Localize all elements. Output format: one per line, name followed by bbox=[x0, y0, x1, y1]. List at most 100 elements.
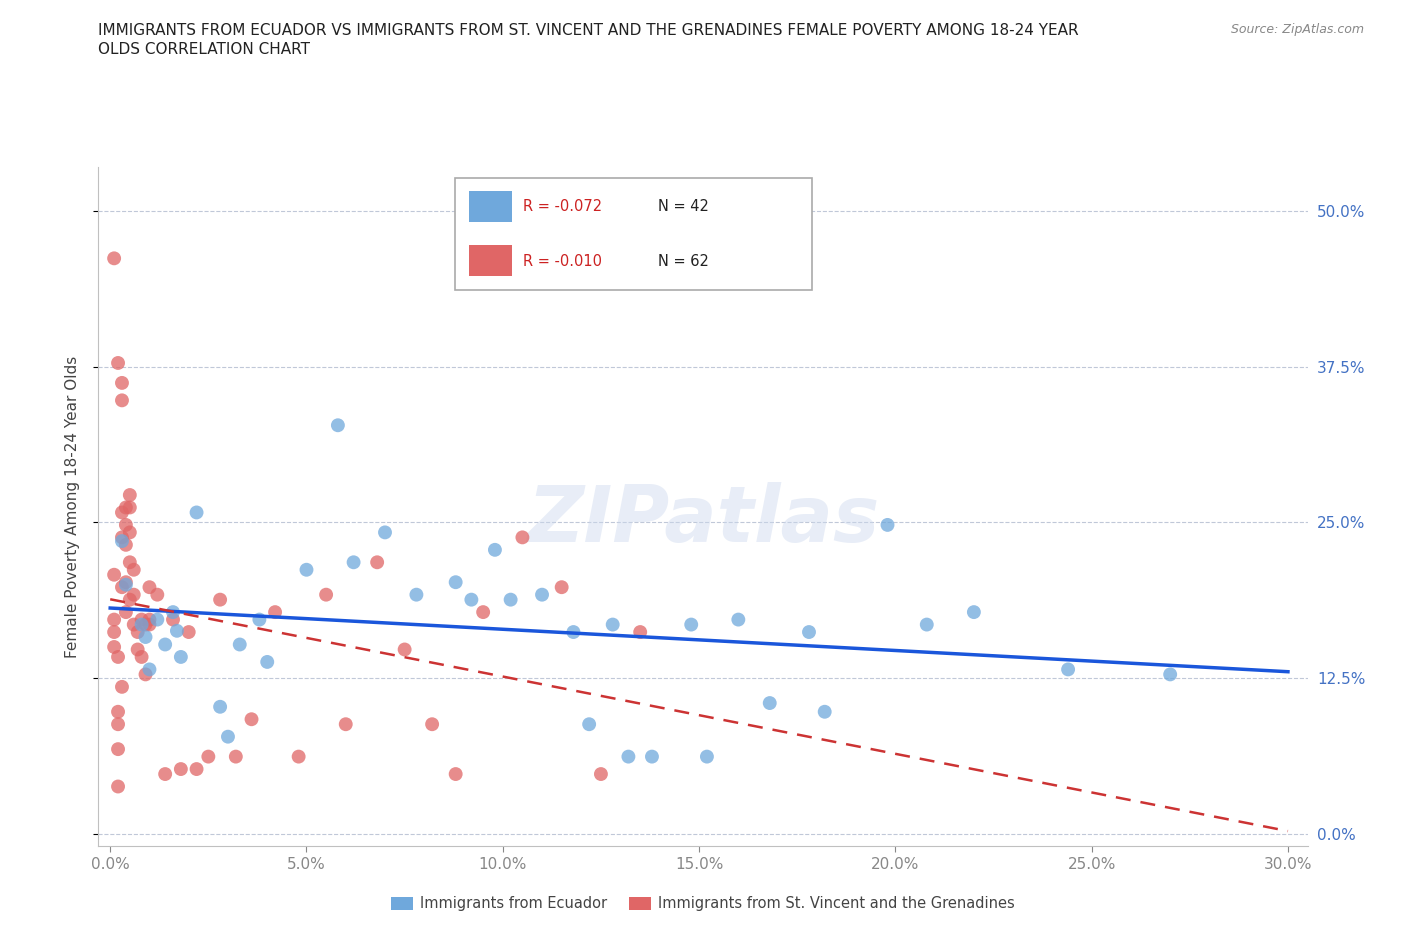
Point bbox=[264, 604, 287, 619]
Point bbox=[681, 618, 703, 632]
Point bbox=[111, 680, 134, 695]
Point bbox=[460, 592, 482, 607]
Point bbox=[138, 612, 160, 627]
Point bbox=[138, 579, 160, 594]
Point bbox=[107, 742, 129, 757]
Point bbox=[118, 525, 141, 539]
Point bbox=[186, 505, 208, 520]
Point bbox=[115, 517, 138, 532]
Point bbox=[240, 711, 263, 726]
Point bbox=[727, 612, 749, 627]
Point bbox=[103, 625, 125, 640]
Point bbox=[111, 392, 134, 407]
Point bbox=[103, 640, 125, 655]
Point bbox=[122, 618, 145, 632]
Point bbox=[484, 542, 506, 557]
Point bbox=[394, 642, 416, 657]
Point bbox=[107, 704, 129, 719]
Point bbox=[166, 623, 188, 638]
Point bbox=[118, 500, 141, 515]
Point bbox=[162, 604, 184, 619]
Point bbox=[444, 575, 467, 590]
Point bbox=[531, 587, 554, 602]
Point bbox=[628, 625, 651, 640]
Point bbox=[111, 579, 134, 594]
Point bbox=[287, 750, 309, 764]
Point bbox=[170, 649, 193, 664]
Point bbox=[256, 655, 278, 670]
Point bbox=[797, 625, 820, 640]
Point bbox=[135, 618, 157, 632]
Point bbox=[374, 525, 396, 539]
Point bbox=[617, 750, 640, 764]
Point bbox=[146, 612, 169, 627]
Point bbox=[111, 376, 134, 391]
Point bbox=[103, 612, 125, 627]
Point bbox=[229, 637, 252, 652]
Point bbox=[107, 649, 129, 664]
Point bbox=[602, 618, 624, 632]
Point bbox=[103, 567, 125, 582]
Point bbox=[127, 642, 149, 657]
Point bbox=[118, 487, 141, 502]
Text: OLDS CORRELATION CHART: OLDS CORRELATION CHART bbox=[98, 42, 311, 57]
Point bbox=[247, 612, 270, 627]
Point bbox=[177, 625, 200, 640]
Text: Source: ZipAtlas.com: Source: ZipAtlas.com bbox=[1230, 23, 1364, 36]
Point bbox=[153, 637, 176, 652]
Point bbox=[915, 618, 938, 632]
Point bbox=[107, 779, 129, 794]
Point bbox=[111, 505, 134, 520]
Legend: Immigrants from Ecuador, Immigrants from St. Vincent and the Grenadines: Immigrants from Ecuador, Immigrants from… bbox=[385, 890, 1021, 917]
Point bbox=[342, 555, 364, 570]
Point bbox=[131, 612, 153, 627]
Text: IMMIGRANTS FROM ECUADOR VS IMMIGRANTS FROM ST. VINCENT AND THE GRENADINES FEMALE: IMMIGRANTS FROM ECUADOR VS IMMIGRANTS FR… bbox=[98, 23, 1078, 38]
Point bbox=[696, 750, 718, 764]
Point bbox=[135, 667, 157, 682]
Point bbox=[118, 555, 141, 570]
Point bbox=[146, 587, 169, 602]
Point bbox=[111, 534, 134, 549]
Point bbox=[162, 612, 184, 627]
Point bbox=[115, 578, 138, 592]
Point bbox=[472, 604, 495, 619]
Point bbox=[131, 649, 153, 664]
Point bbox=[115, 500, 138, 515]
Point bbox=[562, 625, 585, 640]
Point bbox=[315, 587, 337, 602]
Point bbox=[512, 530, 534, 545]
Point bbox=[122, 587, 145, 602]
Point bbox=[122, 563, 145, 578]
Point bbox=[186, 762, 208, 777]
Point bbox=[1159, 667, 1181, 682]
Point bbox=[103, 251, 125, 266]
Point bbox=[153, 766, 176, 781]
Point bbox=[963, 604, 986, 619]
Point bbox=[131, 618, 153, 632]
Point bbox=[170, 762, 193, 777]
Point bbox=[578, 717, 600, 732]
Point bbox=[589, 766, 612, 781]
Point bbox=[111, 530, 134, 545]
Y-axis label: Female Poverty Among 18-24 Year Olds: Female Poverty Among 18-24 Year Olds bbox=[65, 356, 80, 658]
Point bbox=[115, 538, 138, 552]
Point bbox=[876, 517, 898, 532]
Point bbox=[127, 625, 149, 640]
Text: ZIPatlas: ZIPatlas bbox=[527, 483, 879, 558]
Point bbox=[1057, 662, 1080, 677]
Point bbox=[295, 563, 318, 578]
Point bbox=[209, 699, 232, 714]
Point bbox=[758, 696, 780, 711]
Point bbox=[641, 750, 664, 764]
Point bbox=[197, 750, 219, 764]
Point bbox=[499, 592, 522, 607]
Point bbox=[138, 618, 160, 632]
Point bbox=[444, 766, 467, 781]
Point bbox=[366, 555, 388, 570]
Point bbox=[217, 729, 239, 744]
Point bbox=[118, 592, 141, 607]
Point bbox=[420, 717, 443, 732]
Point bbox=[814, 704, 837, 719]
Point bbox=[326, 418, 349, 432]
Point bbox=[107, 717, 129, 732]
